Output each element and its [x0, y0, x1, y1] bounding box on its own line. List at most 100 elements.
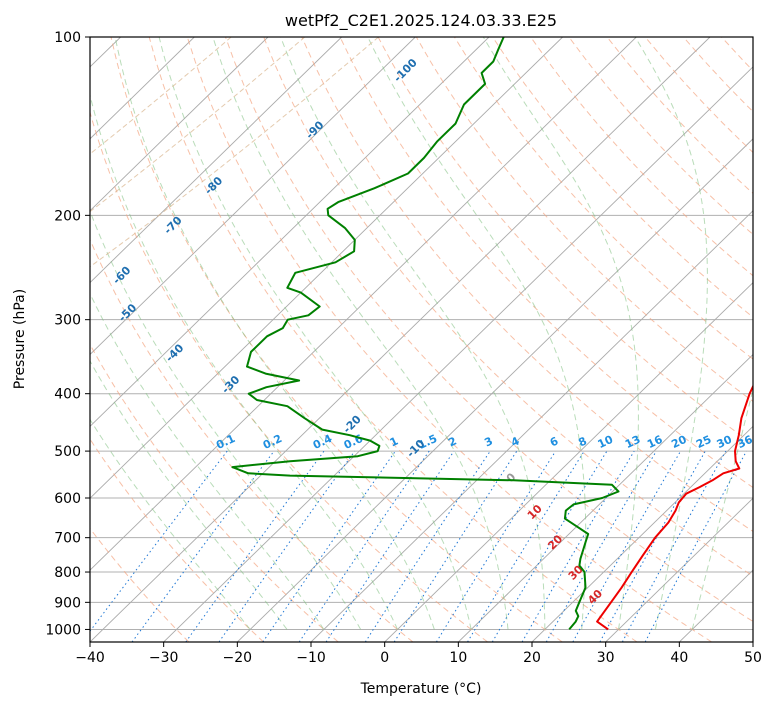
isotherm-line [90, 37, 637, 571]
mixing-ratio-label: 25 [694, 433, 713, 451]
moist-adiabat-line [280, 37, 546, 630]
moist-adiabat-line [90, 292, 325, 630]
x-tick-label: −40 [75, 650, 105, 666]
dry-adiabat-line [377, 37, 753, 445]
chart-title: wetPf2_C2E1.2025.124.03.33.E25 [285, 11, 557, 31]
x-tick-label: 30 [597, 650, 615, 666]
isotherm-line [90, 37, 269, 212]
isotherm-line [90, 37, 490, 427]
mixing-ratio-label: 13 [623, 433, 642, 451]
dry-adiabat-line [90, 343, 339, 642]
dry-adiabat-line [301, 37, 753, 533]
y-tick-label: 300 [54, 313, 81, 329]
mixing-ratio-line [262, 450, 396, 642]
line-labels: 0.1 0.2 0.4 0.6 1 1.5 2 3 4 6 8 10 13 16 20 25 30 36-100-… [110, 56, 753, 607]
mixing-ratio-line [90, 450, 228, 632]
mixing-ratio-label: 8 [576, 434, 588, 449]
dry-adiabat-label: -60 [110, 264, 133, 287]
mixing-ratio-label: 0.4 [311, 432, 334, 452]
dry-adiabat-line [90, 438, 264, 642]
dry-adiabat-label: 40 [585, 587, 605, 607]
dry-adiabat-line [415, 37, 753, 403]
x-tick-label: 10 [449, 650, 467, 666]
mixing-ratio-label: 10 [596, 433, 616, 451]
dry-adiabat-label: -80 [202, 174, 225, 197]
mixing-ratio-line [621, 450, 727, 642]
dry-adiabat-label: 20 [545, 532, 565, 552]
reference-curve [90, 37, 306, 213]
plot-frame [89, 36, 754, 643]
dry-adiabat-line [683, 37, 753, 113]
x-tick-label: 20 [523, 650, 541, 666]
moist-adiabat-line [158, 37, 472, 630]
isotherm-line [752, 641, 753, 642]
mixing-ratio-label: 20 [669, 433, 689, 451]
dry-adiabat-line [568, 37, 753, 236]
moist-adiabat-line [114, 37, 435, 630]
moist-adiabat-line [90, 93, 398, 630]
x-tick-label: −10 [296, 650, 326, 666]
dry-adiabat-line [90, 527, 190, 642]
dry-adiabat-line [644, 37, 753, 154]
dry-adiabat-label: 10 [525, 502, 545, 522]
mixing-ratio-line [572, 450, 682, 642]
dry-adiabat-label: -20 [341, 412, 364, 435]
moist-adiabat-line [634, 37, 708, 630]
y-tick-label: 1000 [45, 622, 81, 638]
dry-adiabat-label: -90 [303, 118, 326, 141]
y-axis: 1000 900 800 700 600 500 400 300 200 100 [45, 30, 90, 638]
mixing-ratio-line [467, 450, 585, 642]
moist-adiabat-line [90, 209, 362, 630]
y-tick-label: 100 [54, 30, 81, 46]
dry-adiabat-label: 0 [504, 470, 519, 485]
dry-adiabat-label: -40 [163, 341, 186, 364]
dry-adiabat-line [339, 37, 753, 489]
dry-adiabat-line [453, 37, 753, 360]
moist-adiabat-line [691, 387, 753, 630]
y-axis-label: Pressure (hPa) [12, 289, 28, 389]
isotherm-line [458, 353, 753, 642]
mixing-ratio-label: 1 [388, 434, 400, 449]
y-tick-label: 200 [54, 208, 81, 224]
mixing-ratio-line [599, 450, 706, 642]
dry-adiabat-label: -50 [116, 301, 139, 324]
dry-adiabat-label: -70 [161, 214, 184, 237]
y-tick-label: 400 [54, 387, 81, 403]
dry-adiabat-label: -30 [219, 373, 242, 396]
temperature-line [596, 384, 753, 631]
moist-adiabat-line [90, 360, 288, 630]
background-lines [90, 37, 753, 642]
dry-adiabat-line [148, 37, 638, 642]
mixing-ratio-line [131, 450, 275, 642]
x-tick-label: 40 [670, 650, 688, 666]
dewpoint-line [231, 37, 620, 631]
mixing-ratio-label: 0.2 [261, 432, 284, 452]
mixing-ratio-line [644, 450, 747, 642]
mixing-ratio-line [545, 450, 657, 642]
isotherm-line [90, 37, 416, 356]
isotherm-line [90, 37, 342, 284]
dry-adiabat-line [110, 37, 563, 642]
dry-adiabat-line [492, 37, 753, 318]
dry-adiabat-label: 30 [566, 563, 586, 583]
y-tick-label: 500 [54, 444, 81, 460]
isotherm-line [90, 37, 711, 642]
y-tick-label: 600 [54, 491, 81, 507]
x-tick-label: −30 [149, 650, 179, 666]
mixing-ratio-label: 3 [482, 434, 494, 449]
x-tick-label: 50 [744, 650, 762, 666]
moist-adiabat-line [212, 37, 509, 630]
mixing-ratio-line [325, 450, 455, 642]
x-tick-label: 0 [380, 650, 389, 666]
mixing-ratio-line [521, 450, 635, 642]
dry-adiabat-line [263, 37, 753, 577]
y-tick-label: 800 [54, 565, 81, 581]
isotherm-line [237, 138, 753, 642]
mixing-ratio-label: 16 [645, 433, 665, 451]
isotherm-line [90, 37, 195, 140]
mixing-ratio-label: 30 [715, 433, 735, 451]
dry-adiabat-line [225, 37, 753, 623]
y-tick-label: 700 [54, 531, 81, 547]
